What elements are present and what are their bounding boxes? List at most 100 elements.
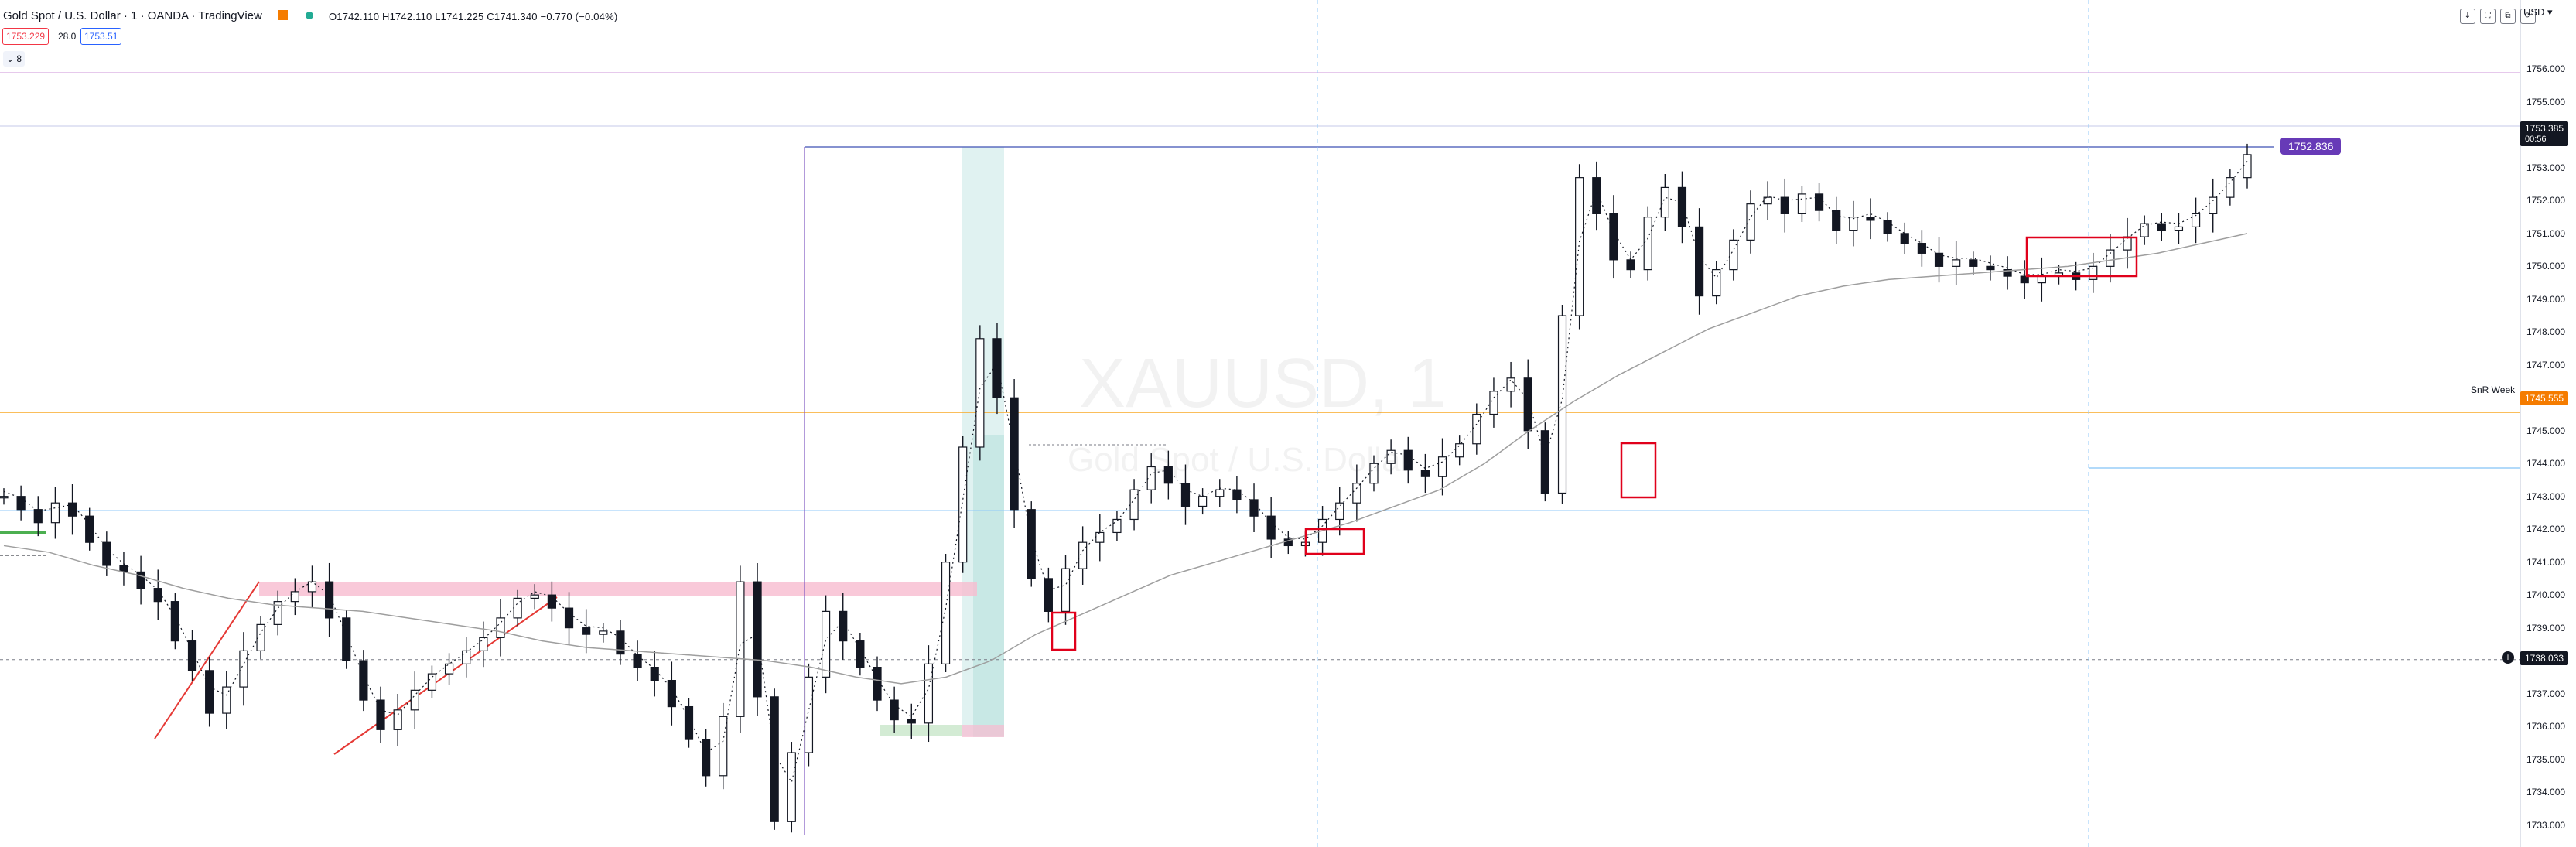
candle-up <box>1335 502 1344 521</box>
candle-down <box>1403 449 1413 471</box>
candle-down <box>1900 233 1909 244</box>
candle-up <box>719 716 728 777</box>
candle-down <box>564 607 574 629</box>
candle-up <box>1129 489 1139 521</box>
candle-up <box>462 650 471 664</box>
candle-up <box>1763 196 1772 205</box>
candle-up <box>530 594 539 599</box>
candle-up <box>941 562 951 664</box>
candle-up <box>444 663 454 675</box>
green-zone <box>880 725 962 736</box>
candle-down <box>205 670 214 714</box>
candle-up <box>1506 377 1515 392</box>
candle-down <box>856 640 865 668</box>
scale-toolbar: ↓ ⛶ ⧉ ⟳ <box>2460 9 2536 24</box>
fullscreen-icon[interactable]: ⛶ <box>2480 9 2496 24</box>
crosshair-price-label: 1738.033 <box>2520 651 2569 665</box>
buy-button[interactable]: 1753.51 <box>80 28 122 45</box>
candle-down <box>907 719 916 724</box>
long-position-inner-zone <box>973 435 1004 737</box>
reset-icon[interactable]: ⟳ <box>2520 9 2536 24</box>
candle-up <box>2226 177 2235 198</box>
price-tick: 1735.000 <box>2526 753 2566 765</box>
candle-down <box>376 699 385 730</box>
candle-up <box>1849 217 1858 231</box>
candle-up <box>0 496 9 499</box>
candle-up <box>479 637 488 651</box>
candle-down <box>1249 499 1259 517</box>
scroll-down-icon[interactable]: ↓ <box>2460 9 2475 24</box>
price-tick: 1749.000 <box>2526 293 2566 305</box>
candle-up <box>821 610 831 678</box>
candle-down <box>170 601 179 642</box>
candle-down <box>1883 220 1892 234</box>
candle-up <box>804 676 814 753</box>
candle-up <box>1386 449 1396 464</box>
candle-down <box>16 496 26 511</box>
candle-down <box>702 739 711 777</box>
candle-up <box>1797 193 1807 214</box>
candle-down <box>67 502 77 517</box>
candle-down <box>1934 252 1944 267</box>
sell-button[interactable]: 1753.229 <box>2 28 50 45</box>
candle-down <box>1814 193 1824 211</box>
candle-up <box>410 689 419 711</box>
candle-down <box>1163 466 1173 484</box>
candle-up <box>2106 249 2115 267</box>
candle-up <box>2174 226 2184 231</box>
flag-icon[interactable] <box>278 10 288 20</box>
candle-up <box>924 663 934 724</box>
candle-down <box>890 699 899 721</box>
trend-line-1 <box>154 581 260 739</box>
plus-icon[interactable]: + <box>2502 651 2514 664</box>
currency-menu[interactable]: USD ▾ <box>2523 6 2553 18</box>
candle-down <box>2003 269 2012 277</box>
symbol-title[interactable]: Gold Spot / U.S. Dollar · 1 · OANDA · Tr… <box>3 9 262 22</box>
price-tick: 1747.000 <box>2526 359 2566 371</box>
candle-up <box>2191 213 2201 227</box>
candle-up <box>1952 259 1961 267</box>
candle-up <box>239 650 248 688</box>
price-tick: 1744.000 <box>2526 458 2566 470</box>
candle-up <box>1146 466 1156 490</box>
candle-down <box>1592 177 1601 214</box>
candle-up <box>1712 269 1721 297</box>
price-tick: 1739.000 <box>2526 622 2566 634</box>
candle-down <box>873 667 882 701</box>
candle-up <box>290 591 299 603</box>
price-tick: 1745.000 <box>2526 425 2566 436</box>
indicators-toggle[interactable]: ⌄ 8 <box>3 51 26 67</box>
candle-up <box>1112 518 1122 534</box>
price-tick: 1743.000 <box>2526 490 2566 502</box>
candle-down <box>992 338 1002 398</box>
candle-down <box>1969 259 1978 267</box>
candle-up <box>1746 203 1755 241</box>
candle-up <box>2140 223 2149 237</box>
candle-down <box>633 654 642 668</box>
green-level-marker <box>0 531 46 534</box>
price-tick: 1736.000 <box>2526 721 2566 733</box>
candle-down <box>667 679 676 708</box>
candle-down <box>616 630 625 655</box>
candle-down <box>1044 578 1053 612</box>
current-price-label: 1753.385 00:56 <box>2520 121 2569 146</box>
candle-up <box>1575 177 1584 316</box>
price-tick: 1742.000 <box>2526 524 2566 535</box>
candle-up <box>787 752 796 822</box>
candle-up <box>256 623 265 651</box>
candle-down <box>1986 265 1995 271</box>
candle-up <box>1643 217 1652 271</box>
candle-down <box>1232 489 1242 500</box>
candle-down <box>839 610 848 642</box>
price-tick: 1755.000 <box>2526 96 2566 108</box>
position-price-label[interactable]: 1752.836 <box>2280 138 2342 155</box>
candle-up <box>975 338 985 448</box>
price-tick: 1741.000 <box>2526 556 2566 568</box>
candle-up <box>958 446 968 563</box>
candle-down <box>1780 196 1789 214</box>
snr-week-price: 1745.555 <box>2520 391 2569 405</box>
candle-up <box>1729 239 1738 271</box>
screenshot-icon[interactable]: ⧉ <box>2500 9 2516 24</box>
price-tick: 1734.000 <box>2526 787 2566 798</box>
